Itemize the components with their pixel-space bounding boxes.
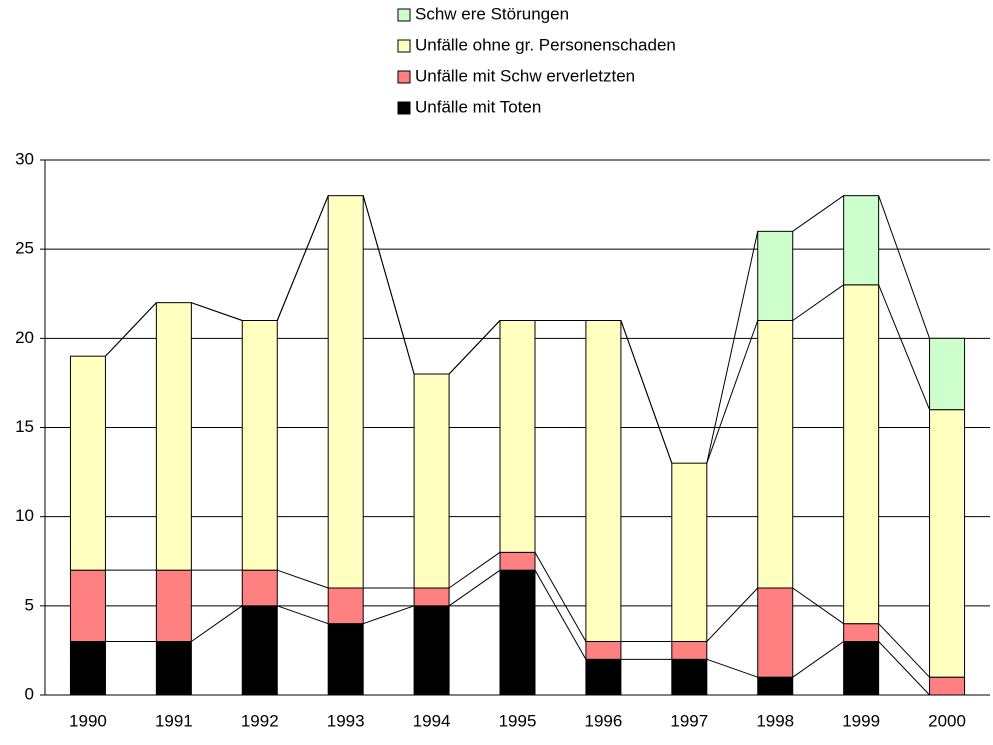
series-line	[878, 195, 931, 339]
x-tick-label: 1992	[241, 711, 279, 730]
x-tick-label: 1996	[584, 711, 622, 730]
y-tick-label: 5	[25, 595, 34, 614]
bar	[241, 320, 278, 571]
bar	[155, 641, 192, 696]
bar	[413, 605, 450, 696]
x-tick-label: 1995	[499, 711, 537, 730]
bar	[413, 373, 450, 589]
bar	[413, 587, 450, 607]
bar	[585, 641, 622, 660]
bar	[757, 230, 794, 321]
bar	[671, 462, 708, 642]
series-line	[878, 641, 930, 696]
bar	[671, 658, 708, 696]
series-line	[448, 320, 501, 375]
y-tick-label: 30	[15, 149, 34, 168]
series-line	[878, 284, 931, 410]
x-tick-label: 1999	[842, 711, 880, 730]
series-line	[448, 551, 501, 589]
series-line	[276, 195, 329, 321]
series-line	[620, 320, 673, 464]
legend-label: Unfälle mit Schw erverletzten	[415, 66, 635, 85]
y-tick-label: 25	[15, 239, 34, 258]
series-line	[706, 587, 759, 642]
legend-swatch	[397, 8, 411, 22]
bar	[671, 641, 708, 660]
series-line	[878, 623, 930, 678]
legend-swatch	[397, 70, 411, 84]
x-tick-label: 1991	[155, 711, 193, 730]
bar	[757, 320, 794, 589]
bar	[929, 337, 966, 411]
bar	[69, 641, 106, 696]
bar	[327, 623, 364, 696]
series-line	[363, 605, 415, 625]
bar	[757, 587, 794, 678]
bar	[843, 641, 880, 696]
bar	[843, 623, 880, 643]
x-tick-label: 1994	[413, 711, 451, 730]
series-line	[706, 658, 758, 678]
bar	[585, 658, 622, 696]
legend-label: Schw ere Störungen	[415, 4, 569, 23]
series-line	[792, 641, 844, 678]
bar	[929, 409, 966, 678]
bar	[241, 569, 278, 607]
x-tick-label: 1997	[670, 711, 708, 730]
bar	[327, 195, 364, 589]
bar	[585, 320, 622, 642]
bar	[69, 355, 106, 571]
series-line	[277, 605, 329, 625]
series-line	[706, 320, 759, 464]
series-line	[362, 195, 415, 375]
series-line	[448, 569, 501, 607]
bar	[843, 195, 880, 286]
bar	[757, 676, 794, 696]
x-tick-label: 2000	[928, 711, 966, 730]
bar	[327, 587, 364, 625]
series-line	[191, 302, 243, 321]
series-line	[534, 552, 587, 642]
series-line	[277, 569, 329, 589]
y-tick-label: 20	[15, 328, 34, 347]
bar	[499, 551, 536, 571]
bar	[241, 605, 278, 696]
legend-swatch	[397, 39, 411, 53]
bar	[499, 569, 536, 696]
legend-swatch	[397, 101, 411, 115]
bar	[155, 302, 192, 571]
series-line	[105, 302, 157, 357]
bar	[929, 676, 966, 696]
y-tick-label: 0	[25, 684, 34, 703]
series-line	[706, 231, 759, 464]
y-tick-label: 10	[15, 506, 34, 525]
series-line	[191, 605, 243, 642]
series-line	[792, 284, 844, 321]
bar	[843, 284, 880, 625]
bar	[69, 569, 106, 643]
legend-label: Unfälle mit Toten	[415, 97, 541, 116]
series-line	[792, 587, 844, 625]
bar	[499, 320, 536, 553]
series-line	[534, 569, 587, 660]
x-tick-label: 1993	[327, 711, 365, 730]
x-tick-label: 1998	[756, 711, 794, 730]
x-tick-label: 1990	[69, 711, 107, 730]
series-line	[792, 195, 844, 232]
legend-label: Unfälle ohne gr. Personenschaden	[415, 35, 676, 54]
bar	[155, 569, 192, 643]
y-tick-label: 15	[15, 417, 34, 436]
